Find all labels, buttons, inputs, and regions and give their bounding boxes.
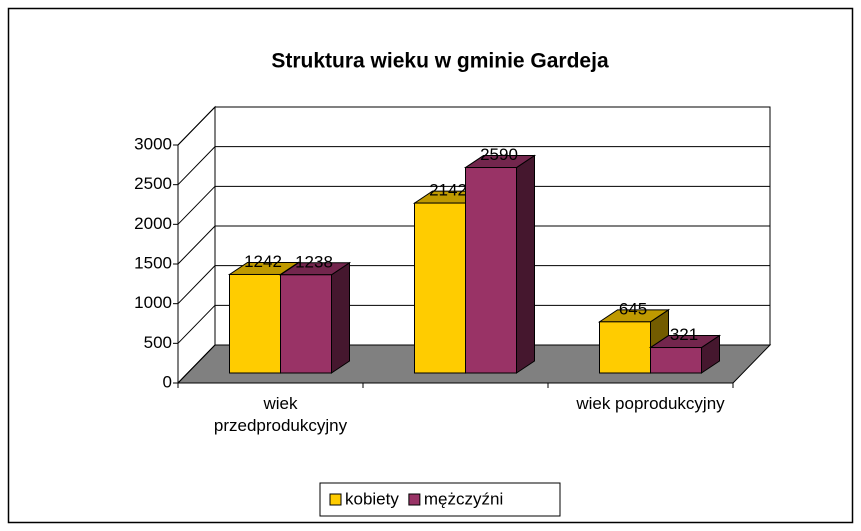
bar-front <box>229 273 281 374</box>
y-tick-label: 1500 <box>134 253 172 272</box>
chart-title: Struktura wieku w gminie Gardeja <box>271 50 609 73</box>
y-tick-label: 2000 <box>134 214 172 233</box>
grid-line <box>177 304 770 344</box>
bar-side <box>331 261 350 374</box>
bar <box>597 308 671 374</box>
data-label: 1242 <box>244 252 282 271</box>
x-label-box: wiek poprodukcyjny <box>576 394 725 413</box>
grid-line <box>177 185 770 225</box>
data-label: 1238 <box>295 252 333 271</box>
grid-line <box>177 265 770 305</box>
grid-line <box>177 344 770 384</box>
data-label: 2590 <box>480 145 518 164</box>
x-tick-label: wiek przedprodukcyjny <box>213 394 348 435</box>
bar-front <box>599 321 651 374</box>
grid-line <box>177 146 770 186</box>
y-tick-label: 3000 <box>134 134 172 153</box>
legend-label: kobiety <box>345 489 399 508</box>
legend-swatch <box>329 493 342 506</box>
x-label-box: wiek przedprodukcyjny <box>213 394 348 435</box>
legend: kobiety mężczyźni <box>319 482 561 517</box>
grid-line <box>177 106 770 146</box>
bar <box>463 154 537 374</box>
data-label: 645 <box>619 299 647 318</box>
data-label: 321 <box>670 325 698 344</box>
legend-swatch <box>408 493 421 506</box>
bar-front <box>280 274 332 374</box>
y-tick-label: 0 <box>163 372 172 391</box>
bar-side <box>516 154 535 374</box>
y-tick-label: 500 <box>144 333 172 352</box>
bar-front <box>465 167 517 374</box>
bar <box>648 334 722 374</box>
x-tick-label: wiek poprodukcyjny <box>576 394 725 413</box>
y-tick-label: 2500 <box>134 174 172 193</box>
bar <box>278 261 352 374</box>
bar-front <box>414 202 466 374</box>
bar-front <box>650 347 702 374</box>
legend-box <box>319 482 561 517</box>
legend-label: mężczyźni <box>424 489 503 508</box>
data-label: 2142 <box>429 181 467 200</box>
y-tick-label: 1000 <box>134 293 172 312</box>
grid-line <box>177 225 770 265</box>
